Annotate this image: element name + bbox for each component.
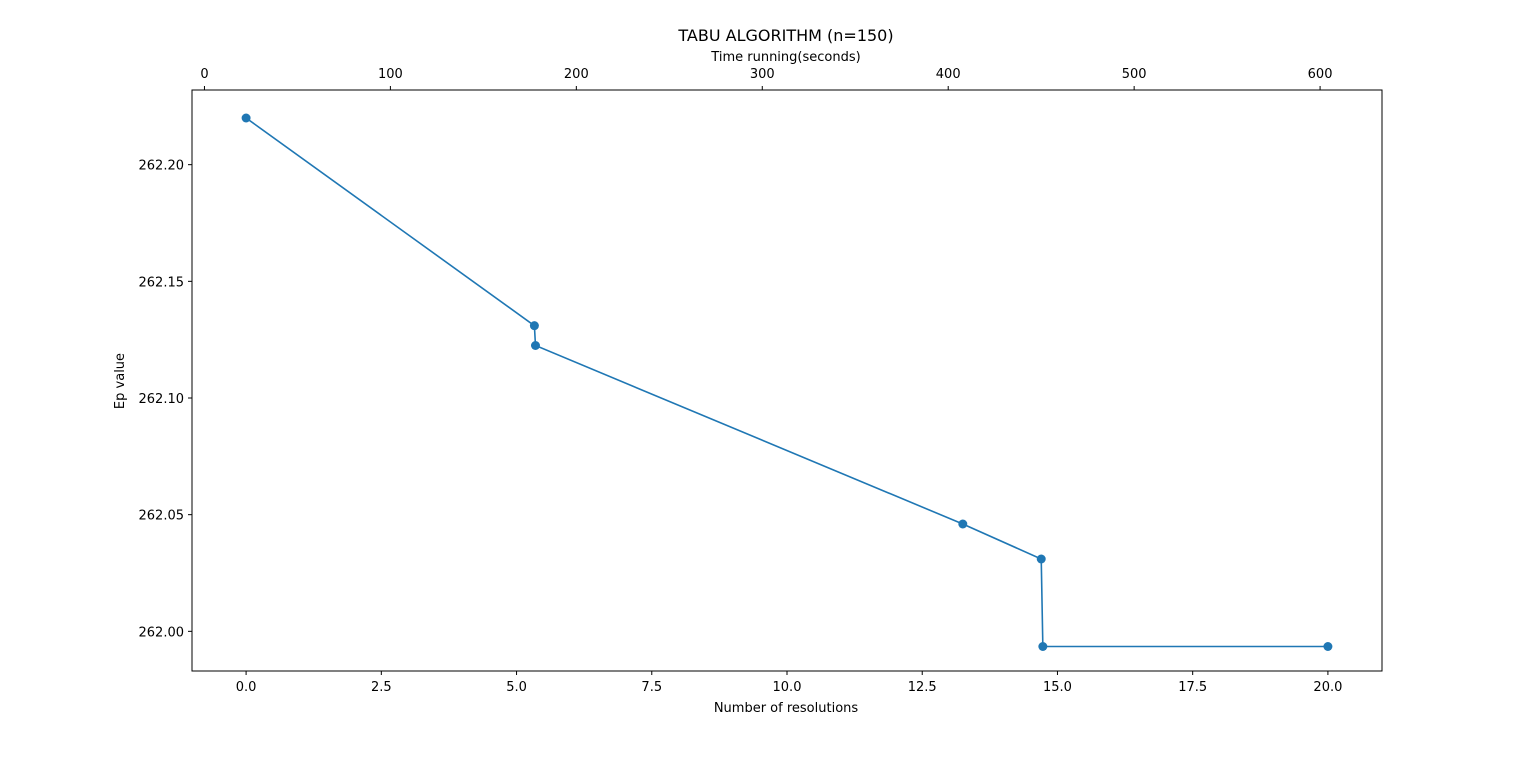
x-tick-label: 12.5 — [908, 680, 937, 695]
top-x-tick-label: 500 — [1122, 67, 1147, 82]
y-axis-label: Ep value — [113, 353, 128, 409]
top-x-tick-label: 600 — [1308, 67, 1333, 82]
x-tick-label: 7.5 — [641, 680, 662, 695]
top-x-axis-label: Time running(seconds) — [710, 50, 860, 65]
y-tick-label: 262.10 — [139, 392, 185, 407]
data-point — [1036, 554, 1046, 564]
top-x-tick-label: 400 — [936, 67, 961, 82]
top-x-tick-label: 200 — [564, 67, 589, 82]
data-point — [1038, 642, 1048, 651]
data-point — [529, 321, 539, 331]
data-point — [241, 113, 251, 123]
x-tick-label: 2.5 — [371, 680, 392, 695]
y-tick-label: 262.00 — [139, 625, 185, 640]
top-x-tick-label: 300 — [750, 67, 775, 82]
top-x-tick-label: 100 — [378, 67, 403, 82]
x-tick-label: 17.5 — [1178, 680, 1207, 695]
chart-marks: 0.0 2.5 5.0 7.5 10.0 12.5 15.0 17.5 20.0 0 100 200 3… — [139, 67, 1343, 695]
x-tick-label: 10.0 — [773, 680, 802, 695]
series-line — [245, 117, 1328, 648]
x-tick-label: 20.0 — [1313, 680, 1342, 695]
plot-area-frame — [191, 89, 1383, 672]
x-tick-label: 15.0 — [1043, 680, 1072, 695]
chart-title: TABU ALGORITHM (n=150) — [677, 26, 893, 45]
x-tick-label: 0.0 — [236, 680, 257, 695]
x-axis-label: Number of resolutions — [714, 701, 859, 716]
top-x-tick-label: 0 — [200, 67, 208, 82]
x-tick-label: 5.0 — [506, 680, 527, 695]
data-point — [530, 341, 540, 350]
y-tick-label: 262.05 — [139, 509, 185, 524]
y-tick-label: 262.20 — [139, 159, 185, 174]
y-tick-label: 262.15 — [139, 275, 185, 290]
data-point — [958, 519, 968, 529]
data-point — [1323, 642, 1333, 651]
